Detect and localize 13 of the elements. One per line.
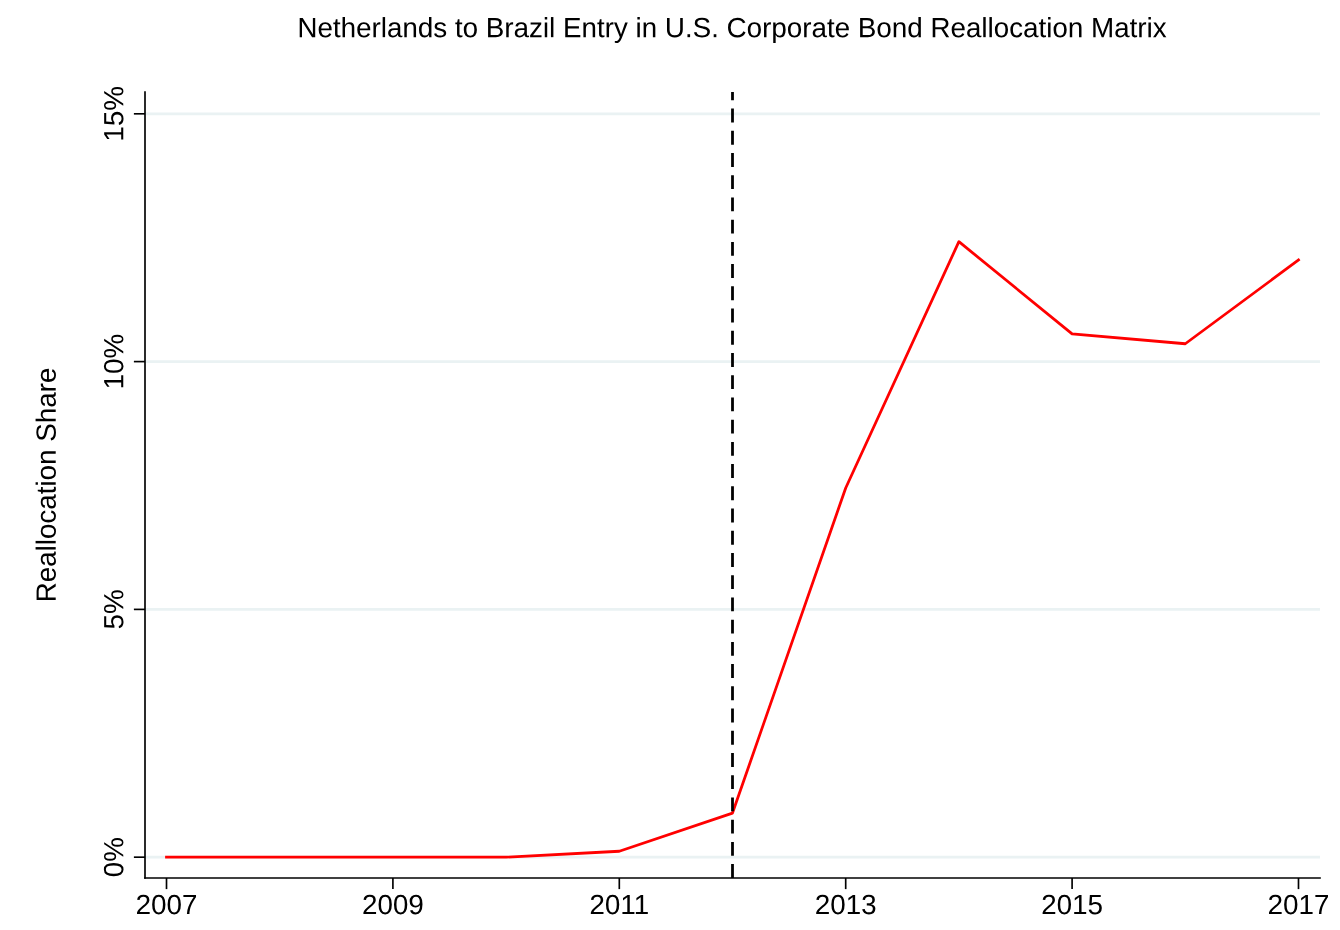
chart-title: Netherlands to Brazil Entry in U.S. Corporate Bond Reallocation Matrix: [299, 17, 1167, 43]
y-tick-label: 15%: [103, 86, 124, 140]
y-axis-title: Reallocation Share: [35, 368, 56, 601]
x-tick-label: 2013: [816, 894, 876, 915]
x-tick-label: 2009: [363, 894, 423, 915]
x-tick-label: 2011: [590, 894, 648, 915]
line-series: [165, 240, 1300, 859]
x-tick-label: 2017: [1269, 894, 1328, 915]
y-tick-label: 0%: [103, 838, 124, 877]
x-tick-label: 2007: [137, 894, 197, 915]
y-tick-label: 5%: [103, 590, 124, 629]
y-tick-label: 10%: [103, 334, 124, 388]
x-tick-label: 2015: [1042, 894, 1102, 915]
